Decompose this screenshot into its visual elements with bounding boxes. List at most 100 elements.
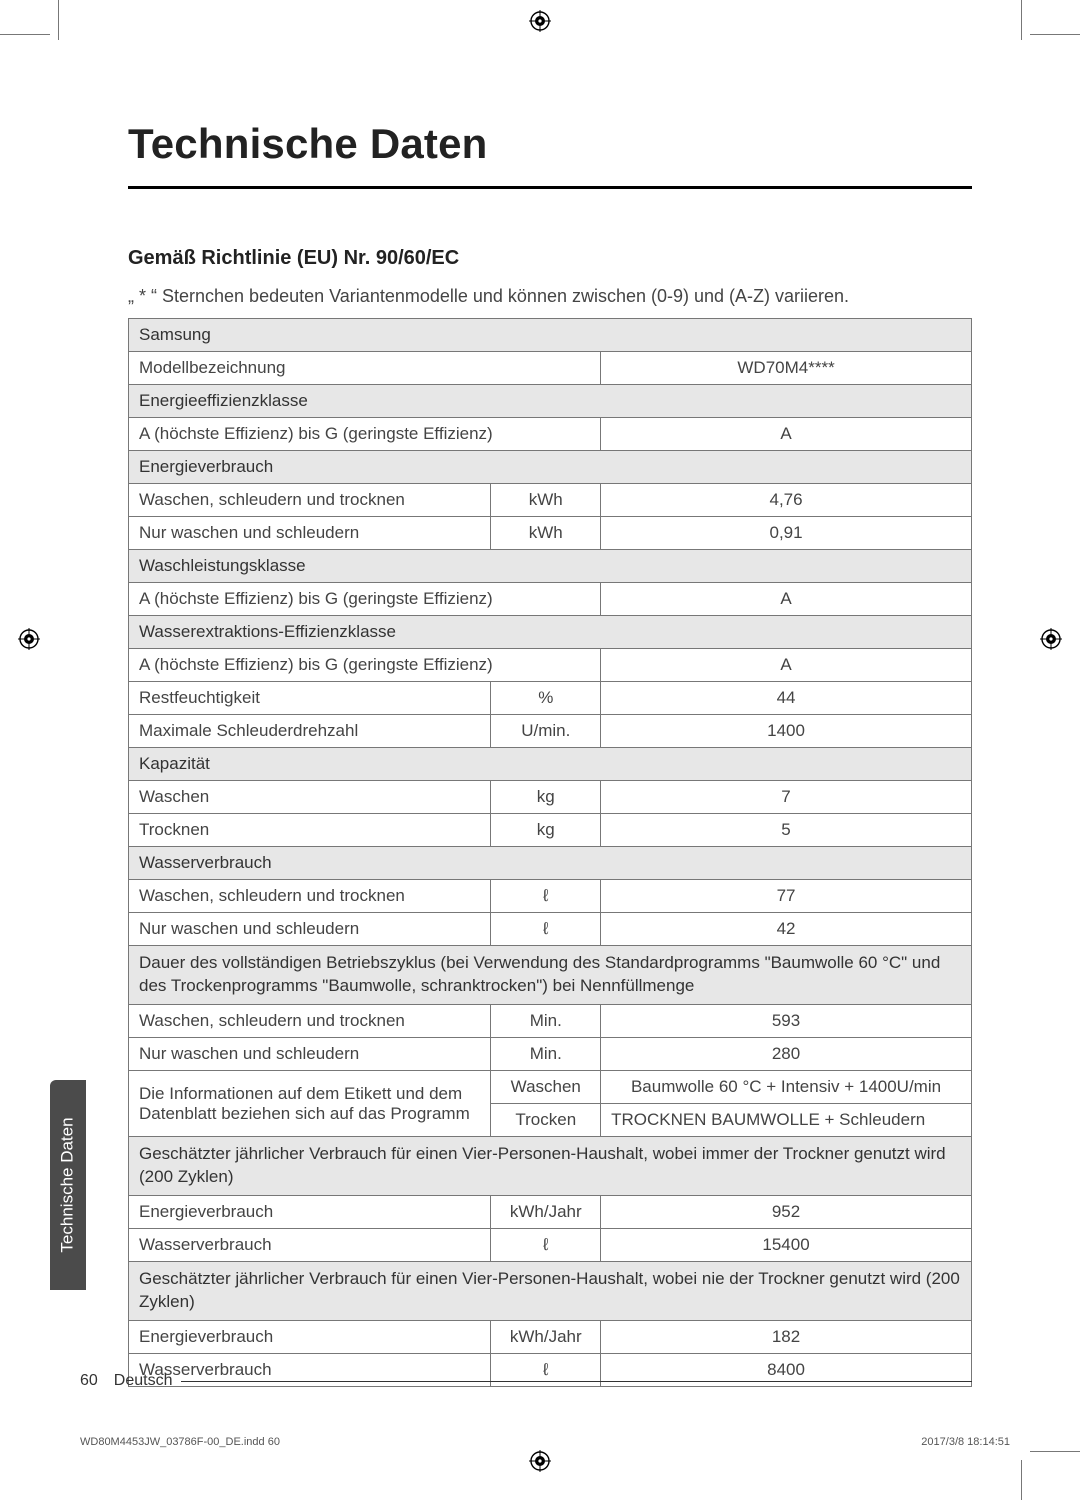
row-label: Energieverbrauch <box>129 1320 491 1353</box>
crop-mark <box>1021 0 1022 40</box>
row-label: Nur waschen und schleudern <box>129 1038 491 1071</box>
table-row: Restfeuchtigkeit%44 <box>129 682 972 715</box>
table-row: Trocknenkg5 <box>129 814 972 847</box>
value: 5 <box>601 814 972 847</box>
row-label: Waschen, schleudern und trocknen <box>129 484 491 517</box>
value: A <box>601 583 972 616</box>
table-row: Waschleistungsklasse <box>129 550 972 583</box>
value: A <box>601 649 972 682</box>
value: 15400 <box>601 1229 972 1262</box>
row-label: Waschen <box>129 781 491 814</box>
table-row: A (höchste Effizienz) bis G (geringste E… <box>129 583 972 616</box>
registration-mark-icon <box>18 628 40 650</box>
unit: U/min. <box>491 715 601 748</box>
value: 182 <box>601 1320 972 1353</box>
unit: Waschen <box>491 1071 601 1104</box>
table-row: Die Informationen auf dem Etikett und de… <box>129 1071 972 1104</box>
section-header: Geschätzter jährlicher Verbrauch für ein… <box>129 1262 972 1321</box>
page-number: 60 <box>80 1372 98 1390</box>
footer-rule <box>181 1381 973 1382</box>
table-row: Dauer des vollständigen Betriebszyklus (… <box>129 946 972 1005</box>
unit: kg <box>491 781 601 814</box>
table-row: Maximale SchleuderdrehzahlU/min.1400 <box>129 715 972 748</box>
section-header: Energieverbrauch <box>129 451 972 484</box>
section-header: Geschätzter jährlicher Verbrauch für ein… <box>129 1137 972 1196</box>
section-header: Waschleistungsklasse <box>129 550 972 583</box>
table-row: Geschätzter jährlicher Verbrauch für ein… <box>129 1137 972 1196</box>
model-label: Modellbezeichnung <box>129 352 601 385</box>
table-row: Samsung <box>129 319 972 352</box>
section-header: Energieeffizienzklasse <box>129 385 972 418</box>
table-row: Energieverbrauch <box>129 451 972 484</box>
value: 44 <box>601 682 972 715</box>
value: 7 <box>601 781 972 814</box>
crop-mark <box>1030 34 1080 35</box>
unit: ℓ <box>491 913 601 946</box>
value: 4,76 <box>601 484 972 517</box>
imprint-file: WD80M4453JW_03786F-00_DE.indd 60 <box>80 1436 280 1448</box>
row-label: Energieverbrauch <box>129 1196 491 1229</box>
table-row: EnergieverbrauchkWh/Jahr952 <box>129 1196 972 1229</box>
unit: ℓ <box>491 880 601 913</box>
imprint-stamp: 2017/3/8 18:14:51 <box>921 1436 1010 1448</box>
table-row: A (höchste Effizienz) bis G (geringste E… <box>129 418 972 451</box>
registration-mark-icon <box>1040 628 1062 650</box>
spec-table: Samsung ModellbezeichnungWD70M4**** Ener… <box>128 318 972 1387</box>
row-label: Trocknen <box>129 814 491 847</box>
table-row: Waschen, schleudern und trocknenkWh4,76 <box>129 484 972 517</box>
page-footer: 60 Deutsch <box>80 1372 972 1390</box>
table-row: A (höchste Effizienz) bis G (geringste E… <box>129 649 972 682</box>
brand-cell: Samsung <box>129 319 972 352</box>
registration-mark-icon <box>529 10 551 32</box>
value: 280 <box>601 1038 972 1071</box>
crop-mark <box>0 34 50 35</box>
imprint-line: WD80M4453JW_03786F-00_DE.indd 60 2017/3/… <box>80 1436 1010 1448</box>
value: 42 <box>601 913 972 946</box>
value: 593 <box>601 1005 972 1038</box>
row-label: Restfeuchtigkeit <box>129 682 491 715</box>
table-row: Wasserextraktions-Effizienzklasse <box>129 616 972 649</box>
row-label: Wasserverbrauch <box>129 1229 491 1262</box>
table-row: ModellbezeichnungWD70M4**** <box>129 352 972 385</box>
side-tab-label: Technische Daten <box>58 1117 78 1252</box>
crop-mark <box>58 0 59 40</box>
table-row: Nur waschen und schleudernkWh0,91 <box>129 517 972 550</box>
side-tab: Technische Daten <box>50 1080 86 1290</box>
value: 0,91 <box>601 517 972 550</box>
unit: Min. <box>491 1005 601 1038</box>
page-title: Technische Daten <box>128 120 972 189</box>
table-row: EnergieverbrauchkWh/Jahr182 <box>129 1320 972 1353</box>
section-subhead: Gemäß Richtlinie (EU) Nr. 90/60/EC <box>128 247 972 270</box>
table-row: Geschätzter jährlicher Verbrauch für ein… <box>129 1262 972 1321</box>
row-label: Die Informationen auf dem Etikett und de… <box>129 1071 491 1137</box>
row-label: Maximale Schleuderdrehzahl <box>129 715 491 748</box>
unit: kWh <box>491 517 601 550</box>
value: TROCKNEN BAUMWOLLE + Schleudern <box>601 1104 972 1137</box>
energy-class-value: A <box>601 418 972 451</box>
unit: kWh <box>491 484 601 517</box>
row-label: Waschen, schleudern und trocknen <box>129 880 491 913</box>
section-header: Dauer des vollständigen Betriebszyklus (… <box>129 946 972 1005</box>
page-language: Deutsch <box>114 1372 173 1390</box>
section-header: Wasserverbrauch <box>129 847 972 880</box>
table-row: Kapazität <box>129 748 972 781</box>
row-label: Waschen, schleudern und trocknen <box>129 1005 491 1038</box>
registration-mark-icon <box>529 1450 551 1472</box>
value: 77 <box>601 880 972 913</box>
unit: kg <box>491 814 601 847</box>
row-label: Nur waschen und schleudern <box>129 517 491 550</box>
unit: ℓ <box>491 1229 601 1262</box>
asterisk-note: „ * “ Sternchen bedeuten Variantenmodell… <box>128 284 972 308</box>
crop-mark <box>1030 1451 1080 1452</box>
unit: Min. <box>491 1038 601 1071</box>
table-row: Wasserverbrauch <box>129 847 972 880</box>
section-header: Kapazität <box>129 748 972 781</box>
table-row: Waschenkg7 <box>129 781 972 814</box>
table-row: Energieeffizienzklasse <box>129 385 972 418</box>
eff-scale: A (höchste Effizienz) bis G (geringste E… <box>129 418 601 451</box>
value: 1400 <box>601 715 972 748</box>
table-row: Wasserverbrauchℓ15400 <box>129 1229 972 1262</box>
eff-scale: A (höchste Effizienz) bis G (geringste E… <box>129 649 601 682</box>
eff-scale: A (höchste Effizienz) bis G (geringste E… <box>129 583 601 616</box>
unit: % <box>491 682 601 715</box>
